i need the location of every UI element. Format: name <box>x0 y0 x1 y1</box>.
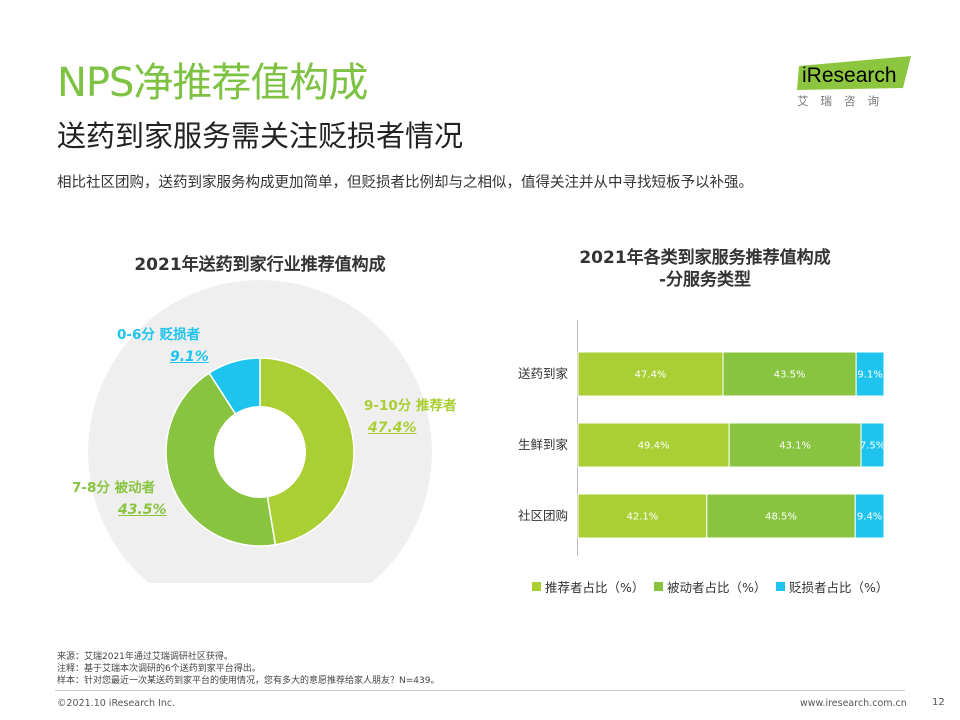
bar-category-label: 生鲜到家 <box>518 437 569 452</box>
legend-promoter-swatch <box>532 582 541 591</box>
donut-chart <box>88 280 432 583</box>
legend-detractor-swatch <box>776 582 785 591</box>
iresearch-logo: iResearch <box>797 56 911 90</box>
bar-segment-passive <box>728 422 862 468</box>
bar-value-label: 43.1% <box>779 441 811 452</box>
bar-value-label: 7.5% <box>860 441 885 452</box>
legend-passive-label: 被动者占比（%） <box>667 580 767 595</box>
legend-passive: 被动者占比（%） <box>654 577 766 596</box>
donut-chart-title: 2021年送药到家行业推荐值构成 <box>134 255 386 275</box>
promoter-pct: 47.4% <box>368 420 417 436</box>
bar-segment-detractor <box>860 422 885 468</box>
donut-slice-promoter <box>259 357 355 546</box>
page-title: NPS净推荐值构成 <box>57 60 368 106</box>
logo-wordmark: iResearch <box>802 64 897 87</box>
source-note: 来源：艾瑞2021年通过艾瑞调研社区获得。 <box>57 652 233 662</box>
annotation-note: 注释：基于艾瑞本次调研的6个送药到家平台得出。 <box>57 664 261 674</box>
detractor-label: 0-6分 贬损者 <box>117 327 201 343</box>
detractor-pct: 9.1% <box>170 349 209 365</box>
bar-value-label: 43.5% <box>774 370 806 381</box>
bar-chart-title-line2: -分服务类型 <box>658 270 752 290</box>
bar-value-label: 9.1% <box>857 370 882 381</box>
bar-chart-title-line1: 2021年各类到家服务推荐值构成 <box>579 248 831 268</box>
logo-subtitle: 艾瑞咨询 <box>797 94 891 108</box>
copyright: ©2021.10 iResearch Inc. <box>57 698 176 709</box>
bar-category-label: 送药到家 <box>518 366 569 381</box>
passive-pct: 43.5% <box>118 502 167 518</box>
bar-segment-promoter <box>577 493 708 539</box>
stacked-bar-chart: 送药到家 47.4% 43.5% 9.1% 生鲜到家 49.4% 43.1% 7.5% 社区团购… <box>518 320 885 556</box>
bar-segment-promoter <box>577 351 724 397</box>
legend-passive-swatch <box>654 582 663 591</box>
website-link[interactable]: www.iresearch.com.cn <box>800 698 907 709</box>
bar-value-label: 47.4% <box>635 370 667 381</box>
footer-divider <box>55 690 905 691</box>
bar-rows: 送药到家 47.4% 43.5% 9.1% 生鲜到家 49.4% 43.1% 7.5% 社区团购… <box>518 351 885 539</box>
passive-label: 7-8分 被动者 <box>72 480 156 496</box>
page-number: 12 <box>932 697 945 708</box>
promoter-label: 9-10分 推荐者 <box>364 398 457 414</box>
bar-chart-title: 2021年各类到家服务推荐值构成 -分服务类型 <box>540 247 870 291</box>
bar-value-label: 42.1% <box>627 512 659 523</box>
bar-value-label: 49.4% <box>638 441 670 452</box>
page-subtitle: 送药到家服务需关注贬损者情况 <box>57 119 464 153</box>
legend-promoter: 推荐者占比（%） <box>532 577 644 596</box>
bar-value-label: 48.5% <box>765 512 797 523</box>
bar-segment-detractor <box>855 351 885 397</box>
sample-note: 样本：针对您最近一次某送药到家平台的使用情况，您有多大的意愿推荐给家人朋友？N=… <box>57 676 440 686</box>
page-description: 相比社区团购，送药到家服务构成更加简单，但贬损者比例却与之相似，值得关注并从中寻… <box>57 175 753 191</box>
bar-category-label: 社区团购 <box>518 508 568 523</box>
bar-segment-detractor <box>854 493 885 539</box>
bar-value-label: 9.4% <box>857 512 882 523</box>
donut-hole <box>214 406 306 498</box>
legend-detractor: 贬损者占比（%） <box>776 577 888 596</box>
bar-segment-promoter <box>577 422 730 468</box>
legend-promoter-label: 推荐者占比（%） <box>545 580 645 595</box>
legend-detractor-label: 贬损者占比（%） <box>789 580 889 595</box>
